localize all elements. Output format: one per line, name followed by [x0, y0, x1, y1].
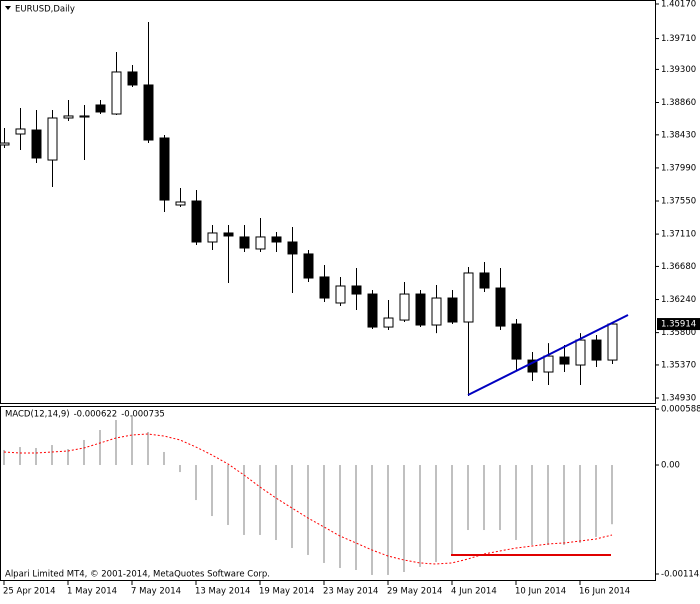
candle-body [127, 71, 138, 86]
candle-body [575, 339, 586, 366]
candle-body [447, 297, 458, 323]
candle-body [223, 232, 234, 237]
candle-body [463, 272, 474, 323]
x-tick-label: 10 Jun 2014 [515, 587, 566, 597]
candle-body [63, 115, 74, 119]
y-tick-label: 1.40170 [661, 0, 696, 9]
candle-body [239, 236, 250, 249]
candle-body [383, 317, 394, 328]
candle-body [431, 297, 442, 326]
last-price-label: 1.35914 [661, 320, 696, 330]
x-tick-label: 19 May 2014 [259, 587, 314, 597]
candle-body [143, 84, 154, 141]
candle-body [511, 323, 522, 360]
symbol-title: EURUSD,Daily [15, 5, 75, 15]
y-tick-label: 1.39300 [661, 65, 696, 75]
candle-body [495, 287, 506, 327]
y-tick-label: 1.37550 [661, 197, 696, 207]
candle-body [287, 241, 298, 255]
candle-body [479, 272, 490, 289]
candle-body [0, 142, 10, 146]
candle-body [255, 236, 266, 250]
y-tick-label: 1.38430 [661, 130, 696, 140]
candle-body [191, 200, 202, 243]
candle-body [207, 232, 218, 243]
y-tick-label: 0.000588 [661, 405, 700, 415]
candle-body [559, 356, 570, 365]
candle-body [591, 339, 602, 361]
candle-body [607, 323, 618, 361]
y-tick-label: 1.38860 [661, 98, 696, 108]
candle-body [335, 285, 346, 304]
footer: Alpari Limited MT4, © 2001-2014, MetaQuo… [5, 570, 270, 580]
y-tick-label: 1.35800 [661, 328, 696, 338]
candle-body [95, 104, 106, 113]
last-price-box [657, 318, 700, 331]
x-tick-label: 1 May 2014 [67, 587, 117, 597]
y-tick-label: 1.35370 [661, 360, 696, 370]
menu-triangle[interactable] [5, 6, 11, 10]
macd-value: -0.000622 [74, 410, 118, 420]
y-tick-label: 1.39710 [661, 34, 696, 44]
candle-body [15, 128, 26, 135]
macd-frame [0, 406, 656, 581]
candle-body [111, 71, 122, 115]
y-tick-label: -0.001145 [661, 570, 700, 580]
x-tick-label: 4 Jun 2014 [451, 587, 497, 597]
macd-panel: 0.000588 0.00 -0.001145 [3, 405, 700, 580]
x-tick-label: 23 May 2014 [323, 587, 378, 597]
candle-body [303, 253, 314, 279]
candle-body [543, 355, 554, 373]
candle-body [175, 201, 186, 206]
y-tick-label: 1.37990 [661, 163, 696, 173]
candle-body [351, 285, 362, 295]
y-tick-label: 1.37110 [661, 230, 696, 240]
y-tick-label: 1.36240 [661, 295, 696, 305]
candle-body [47, 117, 58, 161]
candle-body [159, 137, 170, 201]
signal-value: -0.000735 [121, 410, 165, 420]
candle-body [415, 293, 426, 326]
candle-body [31, 129, 42, 159]
y-tick-label: 1.36680 [661, 262, 696, 272]
y-tick-label: 0.00 [661, 461, 680, 471]
macd-title: MACD(12,14,9) [5, 410, 70, 420]
x-tick-label: 7 May 2014 [131, 587, 181, 597]
x-tick-label: 25 Apr 2014 [3, 587, 56, 597]
candle-body [271, 236, 282, 243]
candle-body [319, 276, 330, 299]
y-tick-label: 1.34930 [661, 394, 696, 404]
main-frame [0, 0, 656, 404]
trend-line [467, 314, 629, 396]
x-tick-label: 29 May 2014 [387, 587, 442, 597]
main-panel: 1.40170 1.39710 1.39300 1.38860 1.38430 1.379… [0, 0, 700, 404]
candle-body [79, 115, 90, 118]
candle-body [399, 293, 410, 321]
signal-line [3, 433, 613, 565]
x-tick-label: 13 May 2014 [195, 587, 250, 597]
x-tick-label: 16 Jun 2014 [579, 587, 630, 597]
candle-body [367, 293, 378, 328]
